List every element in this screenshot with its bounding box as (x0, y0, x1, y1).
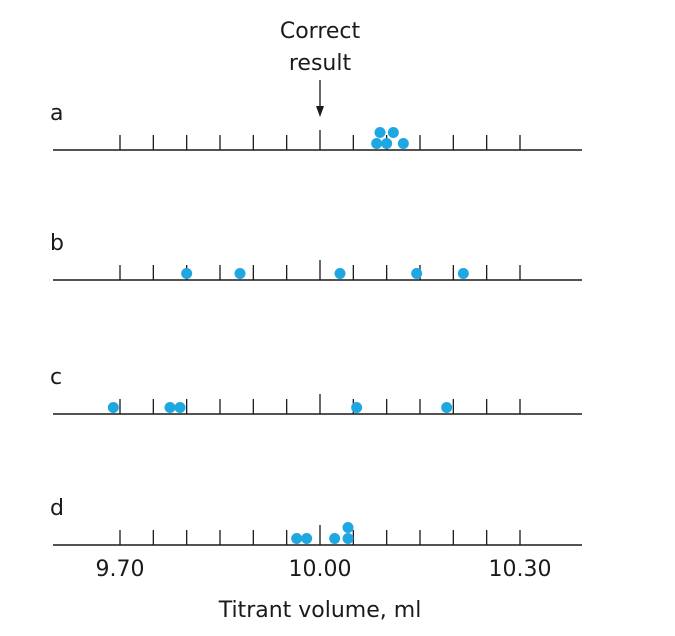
dot-a-2 (381, 138, 393, 149)
dot-a-4 (397, 138, 409, 149)
x-tick-label-0: 9.70 (96, 557, 145, 582)
correct-result-arrow-head (316, 106, 324, 117)
series-rows: a b c d (50, 101, 582, 546)
dot-b-0 (181, 268, 193, 279)
dot-d-0 (291, 533, 303, 544)
dot-b-2 (334, 268, 346, 279)
dot-c-0 (107, 402, 119, 413)
dot-a-1 (374, 127, 386, 138)
dot-d-1 (301, 533, 313, 544)
correct-result-label-line-2: result (289, 51, 352, 76)
dot-a-3 (387, 127, 399, 138)
row-label-c: c (50, 365, 62, 390)
row-label-d: d (50, 496, 64, 521)
dot-d-3 (342, 533, 354, 544)
correct-result-annotation: Correct result (280, 19, 361, 117)
dot-a-0 (371, 138, 383, 149)
dot-c-4 (441, 402, 453, 413)
correct-result-label-line-1: Correct (280, 19, 361, 44)
dot-b-1 (234, 268, 246, 279)
x-tick-labels: 9.70 10.00 10.30 (96, 557, 552, 582)
dot-c-3 (351, 402, 363, 413)
dot-b-3 (411, 268, 423, 279)
row-label-b: b (50, 231, 64, 256)
x-axis-label: Titrant volume, ml (218, 598, 422, 623)
dot-d-2 (329, 533, 341, 544)
row-c: c (50, 365, 582, 415)
x-tick-label-2: 10.30 (489, 557, 552, 582)
x-tick-label-1: 10.00 (289, 557, 352, 582)
dot-c-1 (164, 402, 176, 413)
row-b: b (50, 231, 582, 281)
dot-b-4 (457, 268, 469, 279)
row-d: d (50, 496, 582, 546)
dot-d-4 (342, 522, 354, 533)
row-label-a: a (50, 101, 63, 126)
dot-c-2 (174, 402, 186, 413)
row-a: a (50, 101, 582, 151)
